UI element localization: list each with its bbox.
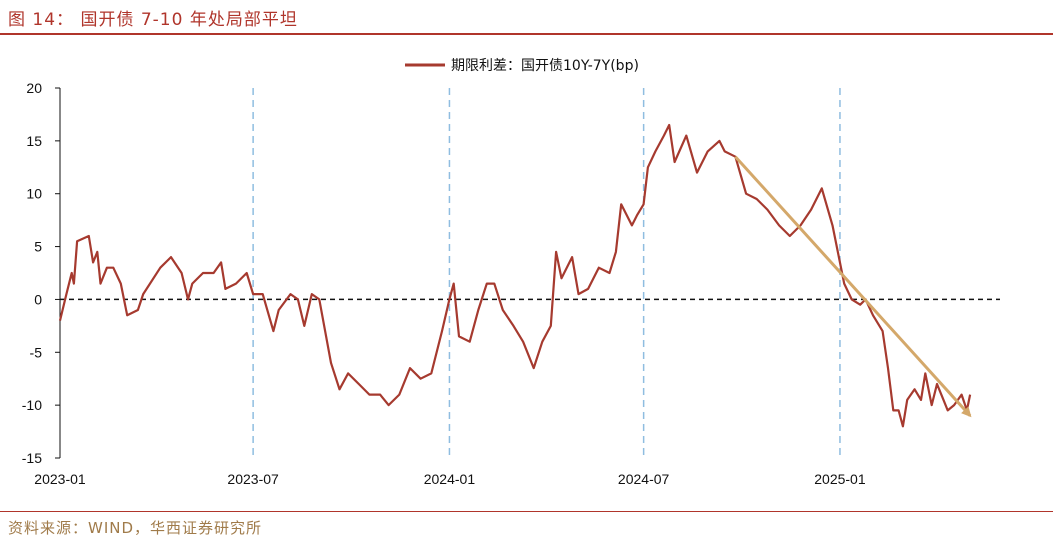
line-chart: 期限利差：国开债10Y-7Y(bp) 20 15 10 5 0 -5 -10 -15 2023… — [22, 58, 1000, 487]
y-tick-label: -5 — [30, 344, 43, 360]
top-rule — [0, 33, 1053, 35]
y-tick-label: -10 — [22, 397, 42, 413]
x-tick-label: 2024-07 — [618, 471, 670, 487]
source-note: 资料来源：WIND，华西证券研究所 — [8, 519, 263, 537]
x-tick-label: 2023-01 — [34, 471, 86, 487]
x-tick-label: 2025-01 — [814, 471, 866, 487]
x-axis: 2023-01 2023-07 2024-01 2024-07 2025-01 — [34, 471, 866, 487]
y-tick-label: 20 — [26, 80, 42, 96]
figure-title: 图 14： 国开债 7-10 年处局部平坦 — [8, 10, 298, 30]
reference-lines — [60, 88, 1000, 458]
y-tick-label: -15 — [22, 450, 42, 466]
legend: 期限利差：国开债10Y-7Y(bp) — [405, 58, 639, 74]
y-tick-label: 15 — [26, 133, 42, 149]
y-tick-label: 10 — [26, 186, 42, 202]
x-tick-label: 2024-01 — [424, 471, 476, 487]
trend-arrow — [734, 155, 972, 418]
series-line-0 — [58, 123, 972, 428]
y-tick-label: 0 — [34, 291, 42, 307]
series-layer — [58, 123, 972, 428]
bottom-rule — [0, 511, 1053, 512]
legend-label: 期限利差：国开债10Y-7Y(bp) — [451, 58, 639, 74]
y-axis: 20 15 10 5 0 -5 -10 -15 — [22, 80, 61, 466]
annotation-layer — [734, 155, 972, 418]
y-tick-label: 5 — [34, 239, 42, 255]
x-tick-label: 2023-07 — [227, 471, 279, 487]
